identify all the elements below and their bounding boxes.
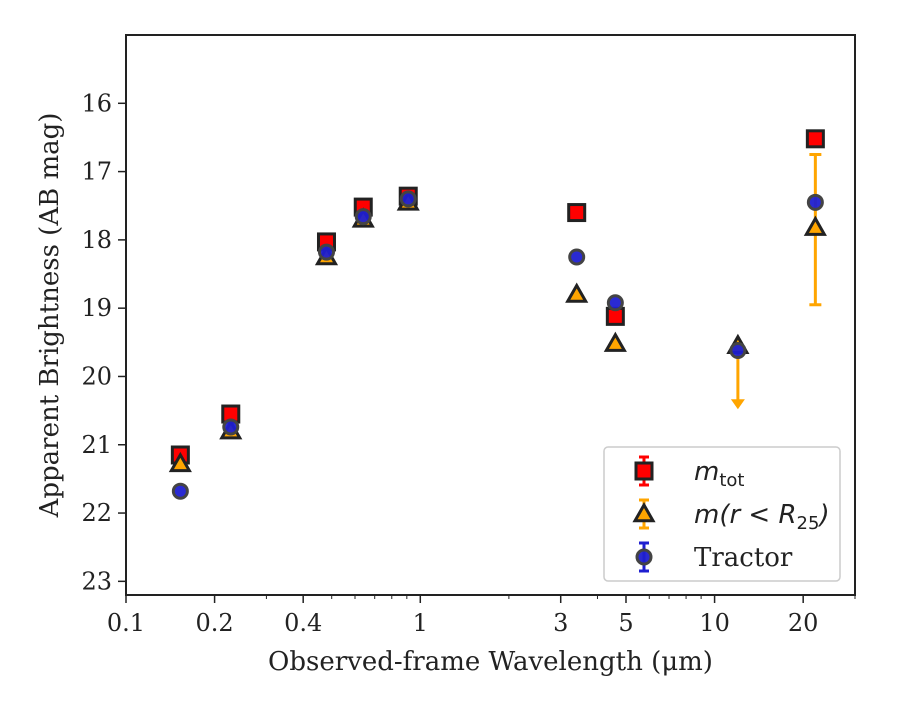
series-tractor — [171, 190, 824, 500]
ticks-layer: 0.1 0.2 0.4 1 3 5 10 20 16 17 18 19 20 21 22 23 — [81, 89, 856, 637]
y-tick-label: 17 — [81, 158, 112, 186]
legend: mtot m(r < R25) Tractor — [603, 446, 841, 582]
y-tick-label: 19 — [81, 294, 112, 322]
data-point — [606, 294, 624, 312]
data-point — [168, 451, 192, 473]
data-point — [317, 243, 335, 261]
x-tick-label: 0.2 — [196, 609, 234, 637]
y-tick-label: 18 — [81, 226, 112, 254]
y-tick-label: 22 — [81, 499, 112, 527]
circle-marker — [222, 418, 240, 436]
upper-limit-arrow — [730, 399, 745, 410]
data-point — [171, 482, 189, 500]
circle-marker — [806, 193, 824, 211]
x-axis-label: Observed-frame Wavelength (μm) — [268, 647, 713, 677]
circle-marker — [606, 294, 624, 312]
triangle-marker — [632, 501, 656, 523]
circle-marker — [729, 342, 747, 360]
y-tick-label: 21 — [81, 431, 112, 459]
legend-label-subscript: tot — [719, 470, 744, 491]
x-tick-label: 1 — [413, 609, 428, 637]
x-tick-label: 3 — [553, 609, 568, 637]
data-point — [568, 248, 586, 266]
data-point — [805, 129, 825, 149]
legend-label-main: m(r < R — [694, 500, 797, 530]
data-point — [806, 193, 824, 211]
legend-entry: mtot — [634, 455, 744, 491]
data-point — [222, 418, 240, 436]
triangle-marker — [168, 451, 192, 473]
square-marker — [805, 129, 825, 149]
marks-layer — [168, 129, 827, 500]
circle-marker — [635, 548, 653, 566]
legend-label-subscript: 25 — [797, 513, 820, 534]
square-marker — [567, 203, 587, 223]
triangle-marker — [803, 215, 827, 236]
circle-marker — [399, 190, 417, 208]
data-point — [565, 282, 589, 303]
circle-marker — [171, 482, 189, 500]
x-tick-label: 10 — [699, 609, 730, 637]
x-tick-label: 0.1 — [107, 609, 145, 637]
square-marker — [634, 461, 654, 481]
circle-marker — [568, 248, 586, 266]
x-tick-label: 20 — [788, 609, 819, 637]
legend-label-end: ) — [817, 500, 829, 530]
circle-marker — [317, 243, 335, 261]
legend-entry: m(r < R25) — [632, 498, 830, 534]
legend-label: m(r < R25) — [694, 500, 830, 534]
legend-entry: Tractor — [635, 541, 793, 573]
data-point — [567, 203, 587, 223]
legend-label-main: m — [694, 457, 719, 487]
data-point — [354, 208, 372, 226]
series-m-tot — [170, 129, 825, 465]
x-tick-label: 5 — [618, 609, 633, 637]
data-point — [729, 342, 747, 360]
circle-marker — [354, 208, 372, 226]
data-point — [603, 331, 627, 352]
data-point — [399, 190, 417, 208]
triangle-marker — [603, 331, 627, 352]
y-tick-label: 20 — [81, 362, 112, 390]
y-tick-label: 16 — [81, 89, 112, 117]
legend-label: Tractor — [694, 543, 793, 573]
series-m-r-r25- — [168, 153, 827, 473]
data-point — [803, 215, 827, 236]
x-tick-label: 0.4 — [284, 609, 322, 637]
y-tick-label: 23 — [81, 567, 112, 595]
legend-label: mtot — [694, 457, 744, 491]
y-axis-label: Apparent Brightness (AB mag) — [35, 113, 65, 519]
triangle-marker — [565, 282, 589, 303]
legend-box — [603, 446, 841, 582]
plot-area-frame — [125, 34, 856, 596]
